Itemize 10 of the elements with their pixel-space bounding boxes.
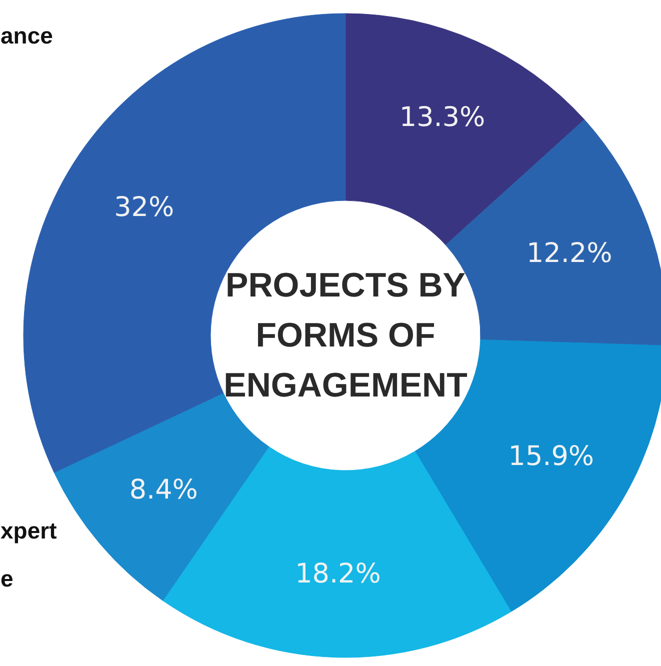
data-label: 15.9% xyxy=(508,440,594,472)
data-label: 12.2% xyxy=(526,238,612,269)
text: e xyxy=(0,566,14,592)
data-label: 32% xyxy=(114,192,174,224)
data-label: 18.2% xyxy=(295,558,381,590)
text: ance xyxy=(0,22,53,48)
data-label: 8.4% xyxy=(129,474,198,506)
text: PROJECTS BY FORMS OF ENGAGEMENT xyxy=(224,266,468,404)
text: xpert xyxy=(0,518,58,544)
data-label: 13.3% xyxy=(399,102,486,134)
